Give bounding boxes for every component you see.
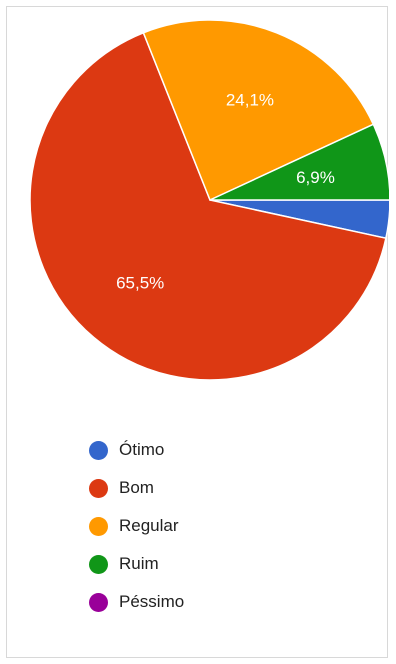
legend-item-regular[interactable]: Regular: [89, 507, 184, 545]
pie-labels: 65,5% 24,1% 6,9%: [116, 91, 335, 293]
pie-label-regular: 24,1%: [226, 91, 274, 110]
legend-swatch-pessimo: [89, 592, 108, 612]
legend-item-bom[interactable]: Bom: [89, 469, 184, 507]
pie-chart: 65,5% 24,1% 6,9%: [29, 19, 389, 381]
legend-label-regular: Regular: [119, 516, 179, 535]
pie-slices: [29, 19, 389, 381]
pie-slice-bom[interactable]: [29, 31, 387, 381]
pie-label-bom: 65,5%: [116, 273, 164, 292]
legend-item-otimo[interactable]: Ótimo: [89, 431, 184, 469]
legend-item-ruim[interactable]: Ruim: [89, 545, 184, 583]
legend-swatch-otimo: [89, 440, 108, 460]
legend-label-ruim: Ruim: [119, 554, 159, 573]
chart-card: 65,5% 24,1% 6,9% Ótimo Bom Regular Ruim Pé…: [6, 6, 389, 658]
pie-slice-regular[interactable]: [142, 19, 375, 202]
legend-item-pessimo[interactable]: Péssimo: [89, 583, 184, 621]
legend: Ótimo Bom Regular Ruim Péssimo: [89, 431, 184, 621]
legend-label-pessimo: Péssimo: [119, 592, 185, 611]
legend-swatch-ruim: [89, 554, 108, 574]
legend-swatch-bom: [89, 478, 108, 498]
legend-swatch-regular: [89, 516, 108, 536]
pie-slice-ruim[interactable]: [209, 123, 389, 201]
legend-label-otimo: Ótimo: [119, 440, 165, 459]
pie-label-ruim: 6,9%: [296, 168, 335, 187]
legend-label-bom: Bom: [119, 478, 154, 497]
